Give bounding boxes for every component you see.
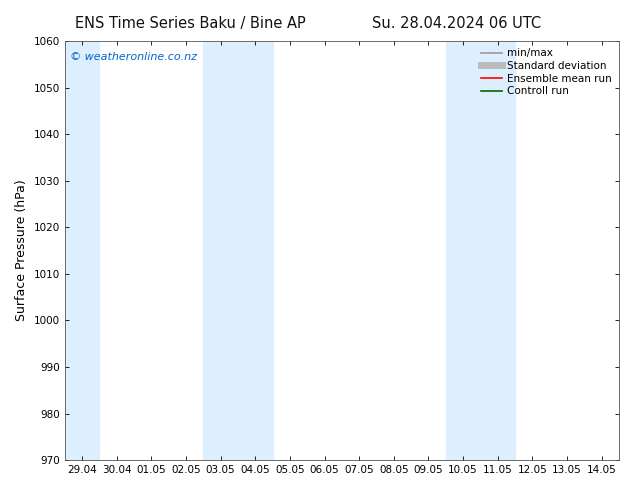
Text: ENS Time Series Baku / Bine AP: ENS Time Series Baku / Bine AP: [75, 16, 306, 31]
Legend: min/max, Standard deviation, Ensemble mean run, Controll run: min/max, Standard deviation, Ensemble me…: [479, 46, 614, 98]
Text: Su. 28.04.2024 06 UTC: Su. 28.04.2024 06 UTC: [372, 16, 541, 31]
Text: © weatheronline.co.nz: © weatheronline.co.nz: [70, 51, 197, 62]
Bar: [65, 41, 100, 460]
Bar: [446, 41, 515, 460]
Bar: [204, 41, 273, 460]
Y-axis label: Surface Pressure (hPa): Surface Pressure (hPa): [15, 180, 28, 321]
